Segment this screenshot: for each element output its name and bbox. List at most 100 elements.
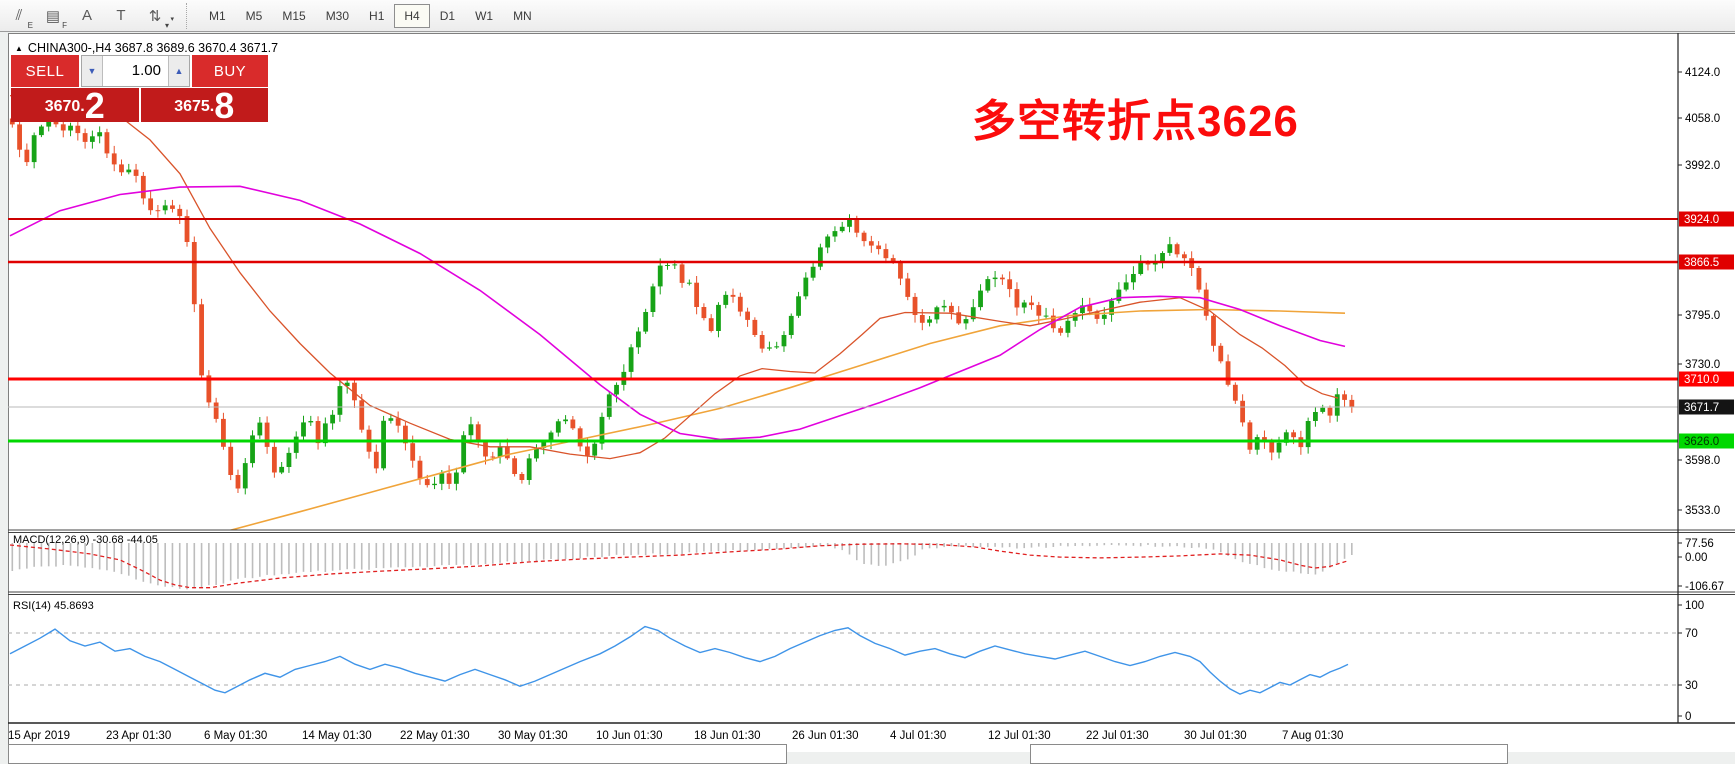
price-tick-3730.0: 3730.0	[1685, 359, 1720, 371]
bear-candle	[315, 421, 321, 444]
bear-candle	[585, 446, 590, 456]
bull-candle	[643, 312, 649, 332]
arrange-objects-icon[interactable]: ⇅ ▾ ▾	[148, 7, 174, 30]
date-label: 30 Jul 01:30	[1184, 730, 1247, 742]
bear-candle	[1218, 345, 1224, 362]
price-badge-3671.7	[1679, 399, 1734, 415]
bull-candle	[1334, 394, 1340, 416]
drawing-tools-strip: ⫽ E ▤ F A T ⇅ ▾ ▾	[0, 3, 174, 30]
macd-tick-0.00: 0.00	[1685, 552, 1707, 564]
buy-price-display[interactable]: 3675. 8	[140, 88, 268, 122]
crosshair-lines-icon[interactable]: ⫽ E	[15, 7, 33, 30]
bull-candle	[963, 319, 969, 324]
date-label: 23 Apr 01:30	[106, 730, 171, 742]
bear-candle	[519, 474, 525, 480]
collapse-triangle-icon[interactable]: ▲	[15, 44, 23, 53]
sell-button[interactable]: SELL	[11, 55, 79, 87]
price-badge-3924.0	[1679, 211, 1734, 227]
volume-increase-button[interactable]: ▲	[168, 56, 189, 86]
pane-separators[interactable]	[8, 529, 1735, 724]
timeframe-button-h4[interactable]: H4	[394, 3, 430, 28]
timeframe-button-m15[interactable]: M15	[282, 8, 306, 23]
bear-candle	[745, 311, 750, 320]
bull-candle	[970, 307, 976, 320]
bull-candle	[1043, 315, 1049, 317]
date-label: 7 Aug 01:30	[1282, 730, 1343, 742]
bottom-tab-1[interactable]	[8, 744, 787, 764]
rsi-line	[9, 625, 1349, 695]
svg-text:3866.5: 3866.5	[1684, 257, 1719, 269]
volume-decrease-button[interactable]: ▼	[82, 56, 103, 86]
bear-candle	[199, 304, 204, 376]
bear-candle	[228, 446, 234, 475]
bull-candle	[555, 421, 561, 433]
bull-candle	[781, 335, 787, 347]
timeframe-button-m30[interactable]: M30	[325, 8, 350, 23]
buy-button[interactable]: BUY	[192, 55, 268, 87]
timeframe-button-h1[interactable]: H1	[369, 8, 385, 23]
bull-candle	[992, 277, 998, 280]
bull-candle	[1320, 407, 1326, 412]
bear-candle	[417, 460, 423, 480]
bear-candle	[475, 424, 481, 442]
bear-candle	[184, 216, 190, 242]
bottom-tab-2[interactable]	[1030, 744, 1508, 764]
bear-candle	[919, 315, 925, 323]
bear-candle	[1094, 311, 1100, 319]
bear-candle	[148, 198, 154, 211]
bull-candle	[817, 247, 823, 267]
bear-candle	[359, 400, 365, 430]
price-tick-3533.0: 3533.0	[1685, 505, 1720, 517]
bull-candle	[614, 384, 619, 395]
grid-icon[interactable]: ▤ F	[45, 7, 67, 30]
horizontal-levels-layer[interactable]	[8, 218, 1678, 443]
bear-candle	[446, 473, 452, 484]
bull-candle	[126, 169, 132, 173]
bear-candle	[730, 294, 736, 297]
text-box-icon[interactable]: T	[116, 7, 126, 24]
bull-candle	[1254, 437, 1260, 450]
timeframe-button-m5[interactable]: M5	[245, 8, 263, 23]
sell-price-display[interactable]: 3670. 2	[11, 88, 139, 122]
chart-window[interactable]	[8, 33, 1735, 752]
macd-tick-77.56: 77.56	[1685, 538, 1714, 550]
moving-averages-layer	[9, 94, 1346, 530]
bull-candle	[534, 447, 539, 459]
timeframe-button-mn[interactable]: MN	[513, 8, 532, 23]
bull-candle	[1101, 314, 1107, 319]
volume-input[interactable]: 1.00	[103, 56, 168, 86]
date-label: 10 Jun 01:30	[596, 730, 663, 742]
timeframe-button-m1[interactable]: M1	[209, 8, 226, 23]
bull-candle	[599, 416, 605, 444]
timeframe-button-d1[interactable]: D1	[439, 8, 456, 23]
bull-candle	[1131, 274, 1136, 283]
price-badge-3626.0	[1679, 433, 1734, 449]
bear-candle	[1349, 399, 1355, 407]
bear-candle	[1087, 305, 1093, 312]
bear-candle	[424, 479, 430, 486]
bear-candle	[1327, 407, 1333, 416]
text-label-icon[interactable]: A	[81, 7, 92, 24]
bear-candle	[1232, 384, 1238, 401]
bull-candle	[788, 315, 794, 335]
bull-candle	[432, 483, 437, 486]
rsi-tick-70: 70	[1685, 628, 1698, 640]
date-label: 6 May 01:30	[204, 730, 267, 742]
bull-candle	[526, 458, 532, 480]
bull-candle	[723, 294, 729, 305]
bull-candle	[1080, 305, 1085, 314]
bear-candle	[1196, 268, 1202, 290]
date-label: 12 Jul 01:30	[988, 730, 1051, 742]
bull-candle	[1065, 320, 1071, 333]
timeframe-button-w1[interactable]: W1	[475, 8, 494, 23]
bull-candle	[344, 382, 350, 387]
bear-candle	[1342, 394, 1347, 400]
rsi-tick-100: 100	[1685, 600, 1704, 612]
rsi-indicator-label: RSI(14) 45.8693	[13, 600, 94, 612]
bear-candle	[905, 278, 911, 297]
sell-price-base: 3670	[44, 98, 81, 115]
bull-candle	[1167, 244, 1173, 253]
bear-candle	[708, 318, 714, 331]
macd-tick--106.67: -106.67	[1685, 581, 1724, 593]
